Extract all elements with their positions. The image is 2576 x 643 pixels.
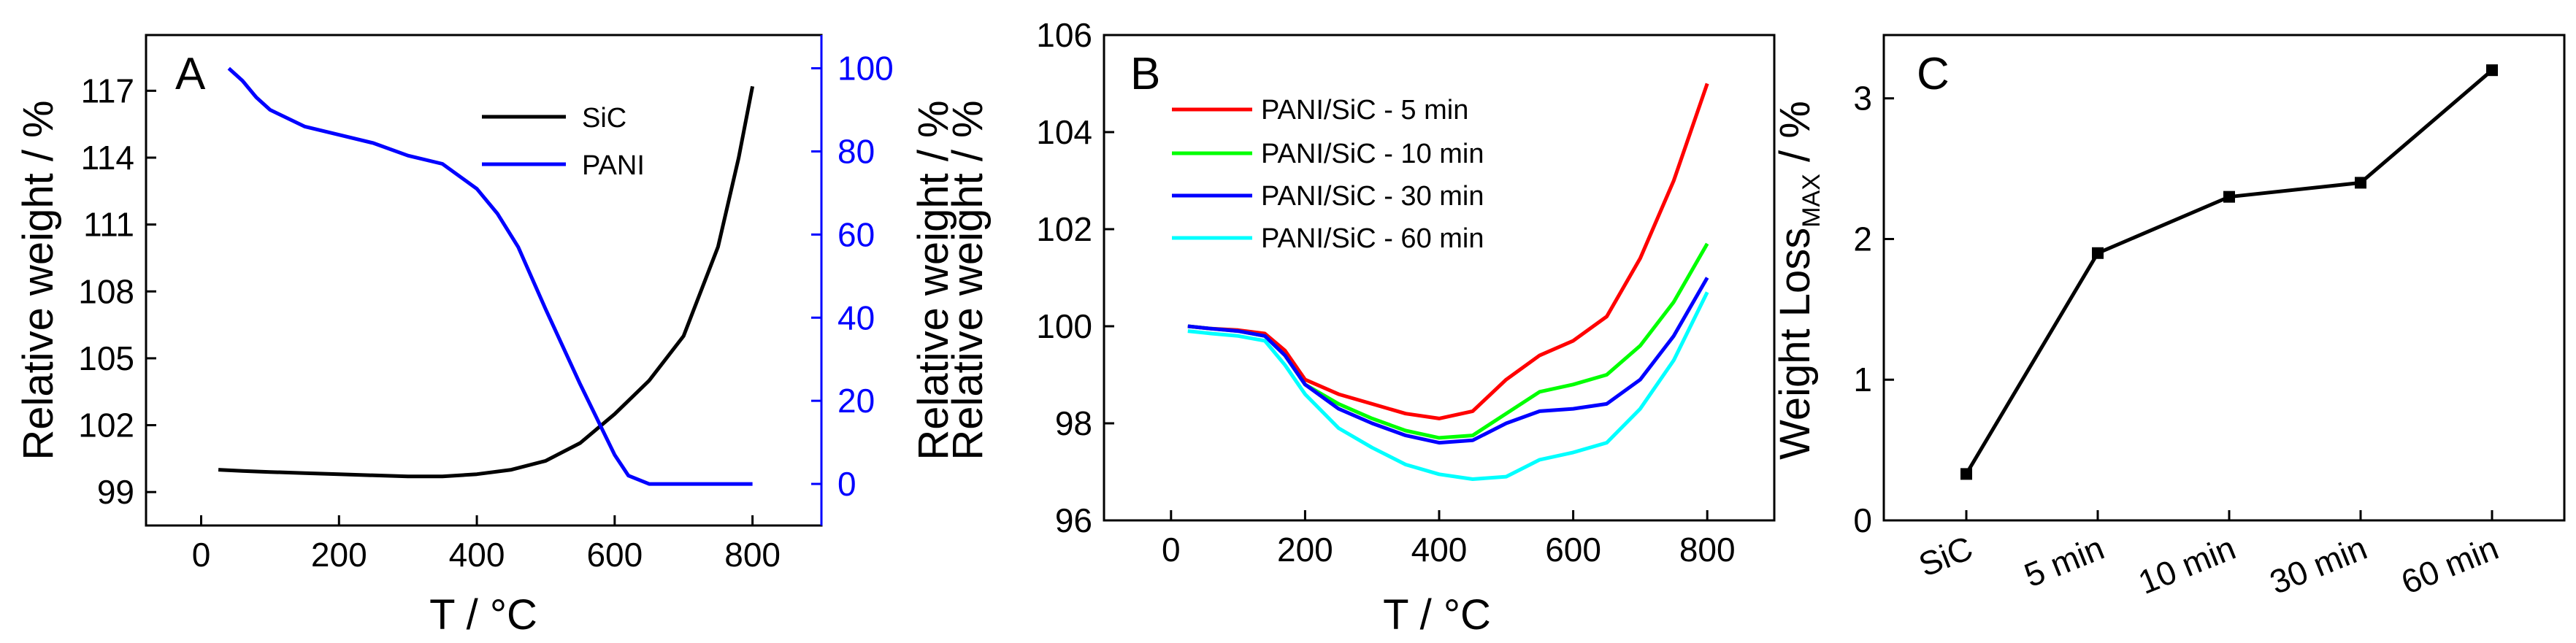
y-tick-label: 96	[1055, 501, 1092, 539]
legend-label-10min: PANI/SiC - 10 min	[1261, 139, 1484, 169]
y2-tick-label: 20	[837, 382, 875, 420]
y-tick-label: 99	[97, 473, 134, 511]
panel-c-label: C	[1917, 49, 1950, 99]
panel-b-label: B	[1130, 49, 1160, 99]
panel-b-legend: PANI/SiC - 5 min PANI/SiC - 10 min PANI/…	[1172, 95, 1484, 254]
y-tick-label: 3	[1853, 80, 1872, 118]
y-title-main: Weight Loss	[1771, 228, 1819, 460]
y-tick-label: 1	[1853, 361, 1872, 398]
x-tick-label-10-min: 10 min	[2133, 528, 2241, 601]
panel-a-y-axis-title: Relative weight / %	[15, 100, 62, 460]
panel-a-right-axis: 0 20 40 60 80 100	[811, 35, 894, 525]
y2-tick-label: 100	[837, 50, 894, 88]
panel-c-x-axis: SiC 5 min 10 min 30 min 60 min	[1914, 510, 2504, 601]
panel-a-series	[218, 66, 755, 486]
x-tick-label: 400	[449, 536, 505, 574]
x-tick-label-sic: SiC	[1914, 528, 1978, 584]
panel-a-x-axis-title: T / °C	[429, 591, 537, 639]
legend-label-sic: SiC	[582, 103, 626, 134]
y-tick-label: 108	[78, 272, 134, 310]
y-tick-label: 104	[1036, 113, 1092, 151]
y-tick-label: 105	[78, 339, 134, 377]
panel-a: 99 102 105 108 111 114 117 0 20 40 60 80 100 0 200 40…	[15, 34, 957, 639]
series-line-pani	[227, 66, 753, 486]
x-tick-label: 0	[1162, 531, 1181, 569]
y-tick-label: 117	[81, 72, 134, 109]
data-point-60-min	[2486, 64, 2498, 77]
y-tick-label: 102	[1036, 210, 1092, 248]
panel-b-y-axis-title: Relative weight / %	[944, 100, 992, 460]
x-tick-label: 0	[192, 536, 211, 574]
panel-b-x-axis: 0 200 400 600 800	[1162, 510, 1736, 569]
panel-a-frame	[145, 34, 823, 527]
series-line-pani-sic-5-min	[1187, 82, 1709, 420]
series-line-pani-sic-30-min	[1187, 277, 1709, 445]
data-point-30-min	[2355, 177, 2366, 189]
series-line-sic	[218, 85, 755, 479]
panel-b-x-axis-title: T / °C	[1383, 591, 1491, 639]
panel-c-y-axis: 0 1 2 3	[1853, 80, 1894, 539]
x-tick-label-30-min: 30 min	[2264, 528, 2372, 601]
x-tick-label: 800	[724, 536, 781, 574]
legend-label-30min: PANI/SiC - 30 min	[1261, 181, 1484, 212]
panel-c-y-axis-title: Weight LossMAX / %	[1771, 101, 1825, 460]
panel-a-y2-axis-title: Relative weight / %	[910, 100, 957, 460]
x-tick-label-5-min: 5 min	[2019, 528, 2109, 594]
y-tick-label: 2	[1853, 220, 1872, 258]
legend-label-5min: PANI/SiC - 5 min	[1261, 95, 1468, 126]
y-tick-label: 98	[1055, 404, 1092, 442]
x-tick-label: 600	[1545, 531, 1601, 569]
legend-label-60min: PANI/SiC - 60 min	[1261, 223, 1484, 254]
y-tick-label: 100	[1036, 307, 1092, 345]
y-tick-label: 0	[1853, 501, 1872, 539]
data-point-5-min	[2092, 247, 2104, 259]
y2-tick-label: 0	[837, 465, 856, 503]
data-point-10-min	[2223, 190, 2235, 203]
panel-b-y-axis: 96 98 100 102 104 106	[1036, 16, 1114, 539]
data-point-sic	[1960, 468, 1972, 480]
x-tick-label: 400	[1411, 531, 1468, 569]
panel-c-series	[1960, 64, 2498, 480]
y-title-sub: MAX	[1798, 174, 1825, 228]
y-tick-label: 114	[81, 139, 134, 177]
x-tick-label: 200	[311, 536, 367, 574]
panel-a-label: A	[175, 49, 206, 99]
series-line-pani-sic-60-min	[1187, 291, 1709, 481]
x-tick-label: 200	[1277, 531, 1333, 569]
x-tick-label: 800	[1679, 531, 1736, 569]
y2-tick-label: 40	[837, 299, 875, 336]
y-tick-label: 106	[1036, 16, 1092, 54]
y-tick-label: 111	[83, 206, 134, 244]
x-tick-label-60-min: 60 min	[2396, 528, 2504, 601]
panel-a-x-axis: 0 200 400 600 800	[192, 515, 781, 574]
legend-label-pani: PANI	[582, 150, 645, 181]
weight-loss-line	[1964, 69, 2493, 475]
x-tick-label: 600	[586, 536, 643, 574]
panel-a-legend: SiC PANI	[482, 103, 645, 181]
y2-tick-label: 60	[837, 215, 875, 253]
y-title-unit: / %	[1771, 101, 1819, 174]
panel-a-left-axis: 99 102 105 108 111 114 117	[78, 72, 156, 511]
panel-b-series	[1187, 82, 1709, 481]
panel-c-frame	[1882, 34, 2566, 522]
y2-tick-label: 80	[837, 132, 875, 170]
panel-c: 0 1 2 3 SiC 5 min 10 min 30 min 60 min C Weight…	[1771, 34, 2566, 601]
y-tick-label: 102	[78, 407, 134, 444]
